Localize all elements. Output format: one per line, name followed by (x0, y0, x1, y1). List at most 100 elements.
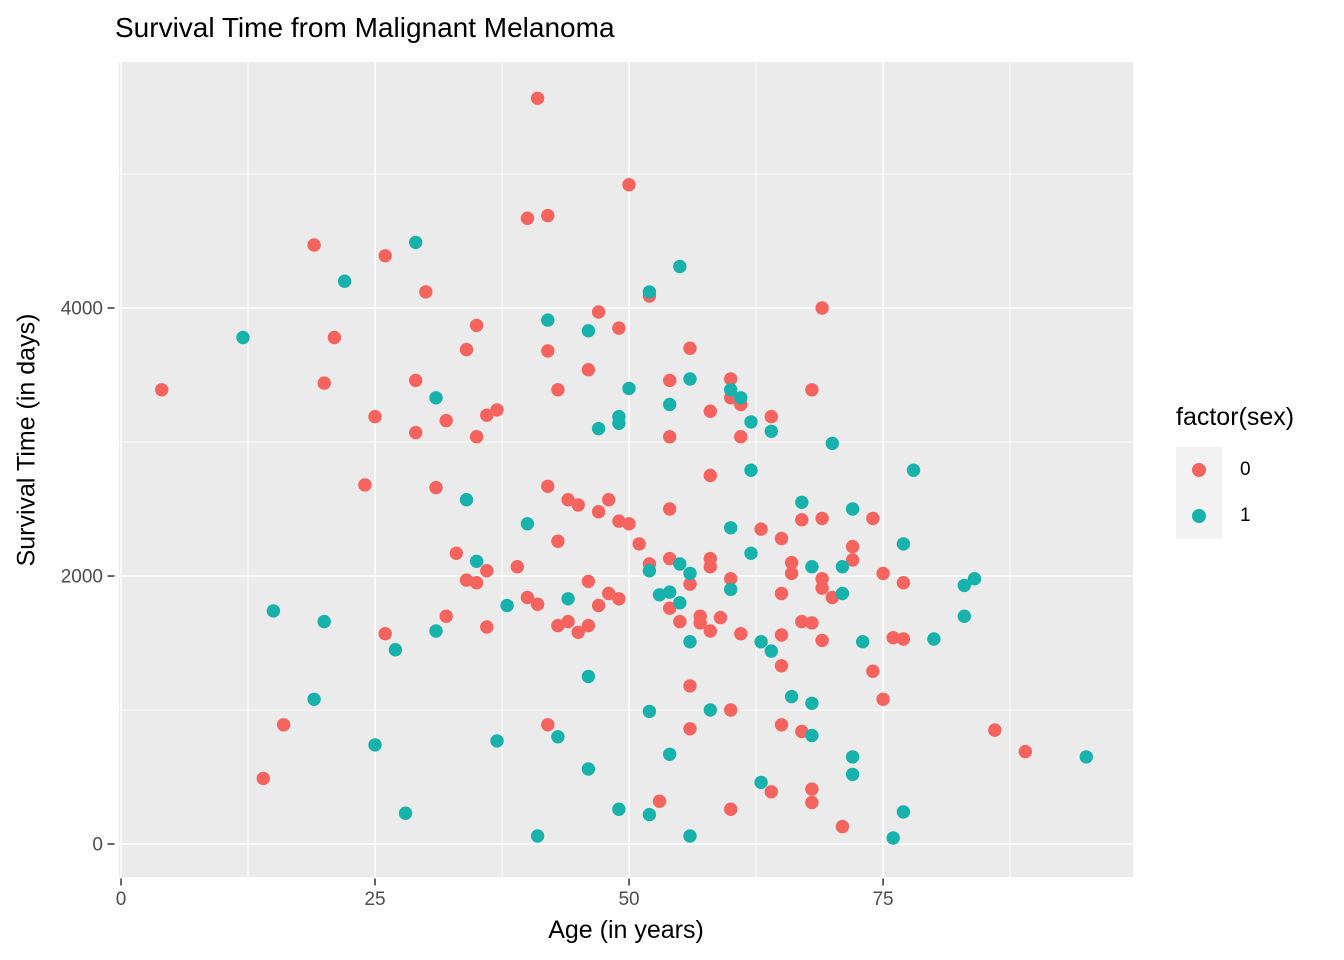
data-point-sex0 (896, 632, 911, 646)
legend-label-sex1: 1 (1240, 505, 1251, 526)
data-point-sex1 (683, 635, 697, 649)
data-point-sex1 (927, 632, 941, 646)
data-point-sex0 (784, 566, 799, 581)
data-point-sex0 (734, 627, 748, 641)
data-point-sex1 (724, 582, 738, 597)
data-point-sex0 (317, 376, 331, 390)
data-point-sex1 (469, 554, 484, 568)
plot-title: Survival Time from Malignant Melanoma (115, 12, 615, 43)
data-point-sex1 (703, 703, 717, 717)
data-point-sex1 (1079, 750, 1094, 764)
data-point-sex1 (612, 802, 626, 816)
data-point-sex0 (429, 480, 443, 495)
data-point-sex1 (581, 762, 596, 776)
data-point-sex1 (642, 807, 657, 822)
legend: factor(sex) 0 1 (1176, 403, 1294, 539)
data-point-sex1 (825, 436, 839, 451)
data-point-sex1 (622, 381, 636, 396)
data-point-sex0 (439, 609, 453, 623)
data-point-sex0 (551, 618, 565, 633)
data-point-sex0 (784, 555, 799, 570)
legend-key-sex1 (1176, 493, 1222, 539)
data-point-sex0 (520, 590, 535, 605)
data-point-sex1 (541, 313, 555, 327)
data-point-sex0 (632, 537, 646, 551)
data-point-sex0 (612, 592, 626, 606)
data-point-sex1 (835, 560, 850, 574)
data-point-sex0 (591, 305, 606, 319)
legend-dot-sex0-icon (1192, 463, 1206, 477)
data-point-sex0 (774, 659, 789, 673)
data-point-sex0 (541, 208, 555, 223)
data-point-sex1 (663, 747, 677, 761)
x-axis-title: Age (in years) (548, 916, 704, 944)
data-point-sex0 (439, 413, 453, 428)
x-tick-label: 75 (872, 889, 893, 910)
data-point-sex0 (409, 425, 423, 440)
data-point-sex0 (683, 722, 697, 736)
data-point-sex1 (724, 383, 738, 397)
data-point-sex0 (683, 341, 697, 355)
data-point-sex0 (683, 679, 697, 693)
data-point-sex1 (764, 424, 778, 438)
data-point-sex1 (784, 689, 799, 704)
data-point-sex1 (337, 274, 352, 288)
data-point-sex0 (602, 586, 616, 601)
data-point-sex0 (622, 517, 636, 531)
data-point-sex0 (327, 330, 342, 345)
data-point-sex1 (805, 560, 819, 574)
data-point-sex0 (845, 539, 860, 554)
data-point-sex0 (510, 560, 524, 574)
data-point-sex0 (378, 627, 392, 641)
data-point-sex0 (551, 534, 565, 548)
data-point-sex0 (276, 718, 291, 732)
data-point-sex0 (683, 577, 697, 591)
data-point-sex0 (805, 782, 819, 796)
data-point-sex1 (429, 624, 443, 638)
data-point-sex1 (236, 330, 250, 345)
legend-keys: 0 1 (1176, 447, 1294, 539)
legend-item-sex1: 1 (1176, 493, 1294, 539)
data-point-sex0 (652, 794, 667, 808)
data-point-sex0 (541, 344, 555, 358)
data-point-sex0 (805, 383, 819, 397)
data-point-sex0 (469, 318, 484, 333)
x-tick-label: 25 (364, 889, 385, 910)
data-point-sex0 (896, 576, 911, 590)
data-point-sex0 (602, 493, 616, 507)
data-point-sex1 (734, 391, 748, 405)
data-point-sex1 (764, 644, 778, 658)
data-point-sex0 (581, 363, 596, 377)
data-point-sex0 (581, 618, 596, 633)
data-point-sex0 (622, 178, 636, 192)
data-point-sex1 (683, 566, 697, 581)
data-point-sex1 (398, 806, 413, 820)
data-point-sex0 (845, 553, 860, 567)
data-point-sex0 (805, 795, 819, 810)
data-point-sex0 (825, 590, 839, 605)
data-point-sex0 (866, 664, 880, 678)
data-point-sex0 (469, 576, 484, 590)
data-point-sex0 (724, 372, 738, 386)
data-point-sex0 (764, 409, 778, 424)
data-point-sex0 (520, 211, 535, 225)
data-point-sex1 (683, 372, 697, 386)
data-point-sex1 (835, 586, 850, 601)
data-point-sex1 (663, 585, 677, 599)
data-point-sex0 (409, 373, 423, 388)
data-point-sex0 (490, 403, 504, 417)
data-point-sex1 (673, 596, 687, 610)
data-point-sex0 (774, 718, 789, 732)
data-point-sex0 (724, 703, 738, 717)
data-point-sex1 (551, 730, 565, 744)
data-point-sex0 (561, 614, 575, 629)
data-point-sex1 (967, 572, 982, 586)
data-point-sex1 (896, 805, 911, 819)
data-point-sex1 (744, 463, 758, 477)
data-point-sex1 (642, 285, 657, 299)
data-point-sex0 (551, 383, 565, 397)
data-point-sex0 (795, 724, 809, 739)
data-point-sex0 (774, 531, 789, 546)
data-point-sex1 (744, 415, 758, 429)
